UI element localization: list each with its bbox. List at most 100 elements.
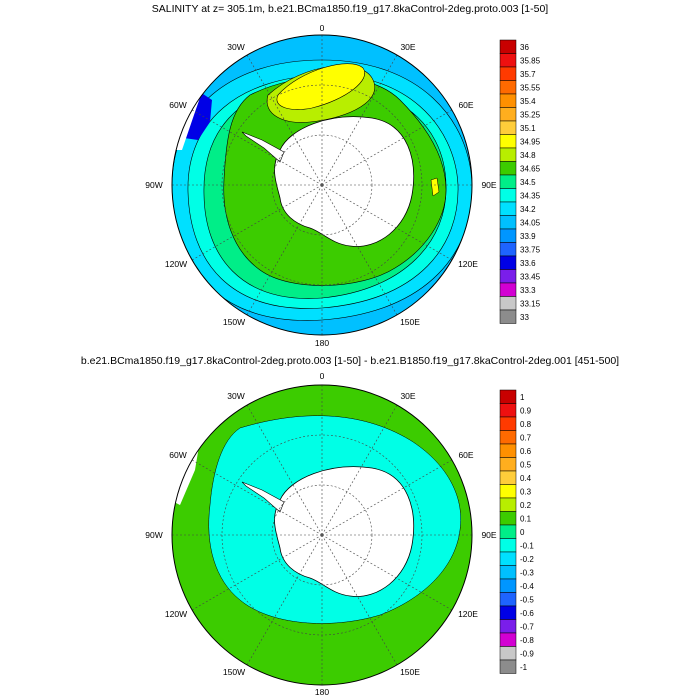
colorbar-difference-swatch [499, 416, 517, 431]
longitude-labels-bottom: 0 30E 60E 90E 120E 150E 180 150W 120W 90… [145, 371, 497, 697]
colorbar-salinity-label: 33.3 [520, 286, 536, 295]
colorbar-difference-label: 0.9 [520, 406, 532, 415]
lon-label-90e: 90E [481, 530, 496, 540]
map-title-difference: b.e21.BCma1850.f19_g17.8kaControl-2deg.p… [80, 355, 620, 367]
colorbar-difference-label: -0.1 [520, 541, 534, 550]
colorbar-salinity-swatch [499, 255, 517, 270]
colorbar-difference-label: 0.4 [520, 474, 532, 483]
colorbar-difference-label: -1 [520, 663, 528, 672]
lon-label-0: 0 [320, 23, 325, 33]
colorbar-difference-label: 0.3 [520, 487, 532, 496]
colorbar-difference-swatch [499, 403, 517, 418]
colorbar-difference-label: -0.5 [520, 595, 534, 604]
colorbar-salinity-label: 35.85 [520, 56, 541, 65]
lon-label-90w: 90W [145, 180, 162, 190]
lon-label-30w: 30W [227, 391, 244, 401]
colorbar-salinity-label: 36 [520, 43, 529, 52]
colorbar-difference-label: 0.8 [520, 420, 532, 429]
colorbar-difference-label: -0.3 [520, 568, 534, 577]
colorbar-difference-swatch [499, 632, 517, 647]
colorbar-difference-label: 0.7 [520, 433, 532, 442]
lon-label-180: 180 [315, 687, 329, 697]
colorbar-difference-swatch [499, 592, 517, 607]
colorbar-salinity-swatch [499, 80, 517, 95]
colorbar-difference-swatch [499, 470, 517, 485]
difference-map: 0 30E 60E 90E 120E 150E 180 150W 120W 90… [145, 371, 534, 697]
graticule-top [172, 35, 472, 335]
colorbar-salinity-swatch [499, 174, 517, 189]
colorbar-difference-swatch [499, 443, 517, 458]
colorbar-salinity-label: 34.65 [520, 164, 541, 173]
colorbar-salinity-label: 34.95 [520, 137, 541, 146]
map-border-bottom [171, 384, 473, 686]
colorbar-salinity-label: 34.8 [520, 151, 536, 160]
colorbar-difference-label: -0.4 [520, 582, 534, 591]
lon-label-60w: 60W [169, 100, 186, 110]
colorbar-salinity-swatch [499, 120, 517, 135]
lon-label-180: 180 [315, 338, 329, 348]
colorbar-salinity-swatch [499, 215, 517, 230]
lon-label-30w: 30W [227, 42, 244, 52]
colorbar-salinity-label: 35.4 [520, 97, 536, 106]
colorbar-salinity-label: 34.2 [520, 205, 536, 214]
colorbar-salinity-label: 35.25 [520, 110, 541, 119]
colorbar-difference-swatch [499, 659, 517, 674]
colorbar-salinity-label: 33.45 [520, 272, 541, 281]
colorbar-difference-swatch [499, 551, 517, 566]
lon-label-30e: 30E [400, 391, 415, 401]
colorbar-difference-label: 0.6 [520, 447, 532, 456]
antarctica-land [274, 116, 415, 247]
colorbar-salinity-swatch [499, 66, 517, 81]
colorbar-difference-swatch [499, 497, 517, 512]
lon-label-150w: 150W [223, 667, 245, 677]
colorbar-salinity-swatch [499, 53, 517, 68]
lon-label-120e: 120E [458, 259, 478, 269]
colorbar-difference-label: -0.7 [520, 622, 534, 631]
colorbar-difference-swatch [499, 619, 517, 634]
colorbar-difference-label: 0.2 [520, 501, 532, 510]
colorbar-difference-label: 1 [520, 393, 525, 402]
colorbar-difference-label: -0.2 [520, 555, 534, 564]
colorbar-difference-swatch [499, 457, 517, 472]
lon-label-90e: 90E [481, 180, 496, 190]
colorbar-salinity-swatch [499, 269, 517, 284]
lon-label-120e: 120E [458, 609, 478, 619]
colorbar-difference-label: -0.9 [520, 649, 534, 658]
antarctic-peninsula-bottom [241, 481, 285, 513]
colorbar-salinity-swatch [499, 39, 517, 54]
colorbar-salinity-swatch [499, 161, 517, 176]
colorbar-difference-label: 0.5 [520, 460, 532, 469]
colorbar-salinity-label: 34.5 [520, 178, 536, 187]
map-title-salinity: SALINITY at z= 305.1m, b.e21.BCma1850.f1… [151, 3, 549, 15]
lon-label-150e: 150E [400, 317, 420, 327]
colorbar-salinity-label: 35.7 [520, 70, 536, 79]
colorbar-salinity-label: 33.75 [520, 245, 541, 254]
colorbar-difference-swatch [499, 646, 517, 661]
colorbar-salinity: 36 35.85 35.7 35.55 35.4 35.25 35.1 34.95 34.8 34… [499, 39, 541, 324]
colorbar-difference-swatch [499, 565, 517, 580]
colorbar-salinity-label: 33.9 [520, 232, 536, 241]
colorbar-salinity-swatch [499, 93, 517, 108]
colorbar-difference-swatch [499, 389, 517, 404]
antarctic-peninsula [241, 131, 285, 163]
lon-label-60w: 60W [169, 450, 186, 460]
lon-label-60e: 60E [458, 100, 473, 110]
antarctica-land-bottom [274, 466, 415, 597]
colorbar-salinity-swatch [499, 201, 517, 216]
lon-label-150w: 150W [223, 317, 245, 327]
colorbar-salinity-swatch [499, 147, 517, 162]
colorbar-salinity-swatch [499, 107, 517, 122]
colorbar-difference-label: 0.1 [520, 514, 532, 523]
colorbar-difference-label: -0.8 [520, 636, 534, 645]
colorbar-salinity-label: 34.05 [520, 218, 541, 227]
graticule-bottom [172, 385, 472, 685]
lon-label-60e: 60E [458, 450, 473, 460]
colorbar-difference-label: 0 [520, 528, 525, 537]
salinity-small-patch-east [430, 177, 440, 197]
colorbar-difference-swatch [499, 538, 517, 553]
colorbar-salinity-label: 33.6 [520, 259, 536, 268]
lon-label-90w: 90W [145, 530, 162, 540]
colorbar-salinity-swatch [499, 242, 517, 257]
colorbar-difference-swatch [499, 430, 517, 445]
